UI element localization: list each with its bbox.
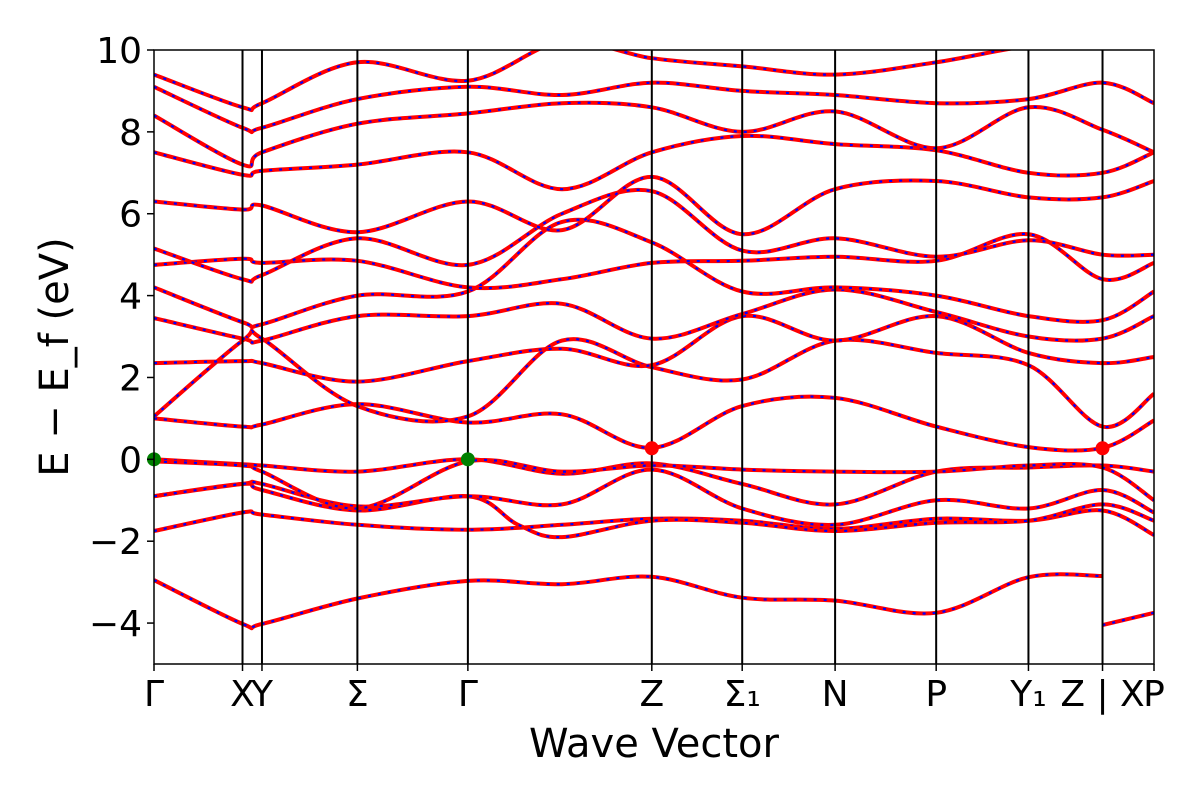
x-axis: Γ XY Σ Γ Z Σ₁ N P Y₁ Z | XP <box>144 664 1165 715</box>
plot-frame <box>153 49 1155 665</box>
x-tick-label-3: Σ <box>346 674 369 715</box>
y-tick-label-2: 0 <box>119 440 142 481</box>
high-symmetry-lines <box>241 50 1104 664</box>
band-line-3 <box>154 481 1154 540</box>
x-axis-title: Wave Vector <box>529 721 780 767</box>
y-axis-title: E − E_f (eV) <box>32 237 78 476</box>
band-line-1 <box>1102 610 1154 628</box>
y-tick-label-1: −2 <box>89 522 142 563</box>
x-tick-label-9: Y₁ <box>1009 674 1046 715</box>
x-tick-label-1: X <box>230 674 255 715</box>
y-tick-label-6: 8 <box>119 113 142 154</box>
band-line-14 <box>154 174 1154 237</box>
band-line-9 <box>154 313 1154 384</box>
y-tick-label-7: 10 <box>96 31 142 72</box>
band-line-10 <box>154 287 1154 345</box>
x-tick-label-0: Γ <box>144 674 164 715</box>
x-tick-label-6: Σ₁ <box>724 674 761 715</box>
y-tick-label-3: 2 <box>119 358 142 399</box>
band-line-18 <box>154 50 1015 113</box>
x-tick-label-8: P <box>925 674 947 715</box>
band-line-overlay-11 <box>154 218 1154 329</box>
band-edge-marker-3 <box>1095 441 1110 456</box>
y-axis: −4 −2 0 2 4 6 8 10 <box>89 31 154 645</box>
x-tick-label-7: N <box>822 674 849 715</box>
band-edge-marker-2 <box>644 441 659 456</box>
y-tick-label-5: 6 <box>119 195 142 236</box>
band-line-overlay-15 <box>154 134 1154 191</box>
x-tick-label-2: Y <box>250 674 274 715</box>
band-lines <box>154 50 1154 631</box>
x-tick-label-11: P <box>1143 674 1165 715</box>
x-tick-label-4: Γ <box>458 674 478 715</box>
band-line-overlay-10 <box>154 288 1154 344</box>
band-line-0 <box>154 572 1103 631</box>
band-line-overlay-0 <box>154 573 1103 630</box>
band-line-overlay-16 <box>154 101 1154 168</box>
x-tick-label-10: Z | X <box>1060 674 1144 715</box>
y-tick-label-0: −4 <box>89 604 142 645</box>
band-edge-marker-1 <box>460 452 475 467</box>
band-line-overlay-14 <box>154 175 1154 236</box>
band-line-overlay-6 <box>154 458 1154 510</box>
band-line-15 <box>154 133 1154 192</box>
band-line-overlay-12 <box>154 232 1154 290</box>
y-tick-label-4: 4 <box>119 277 142 318</box>
band-line-4 <box>154 467 1154 527</box>
band-line-overlay-18 <box>154 50 1009 112</box>
x-tick-label-5: Z <box>639 674 664 715</box>
